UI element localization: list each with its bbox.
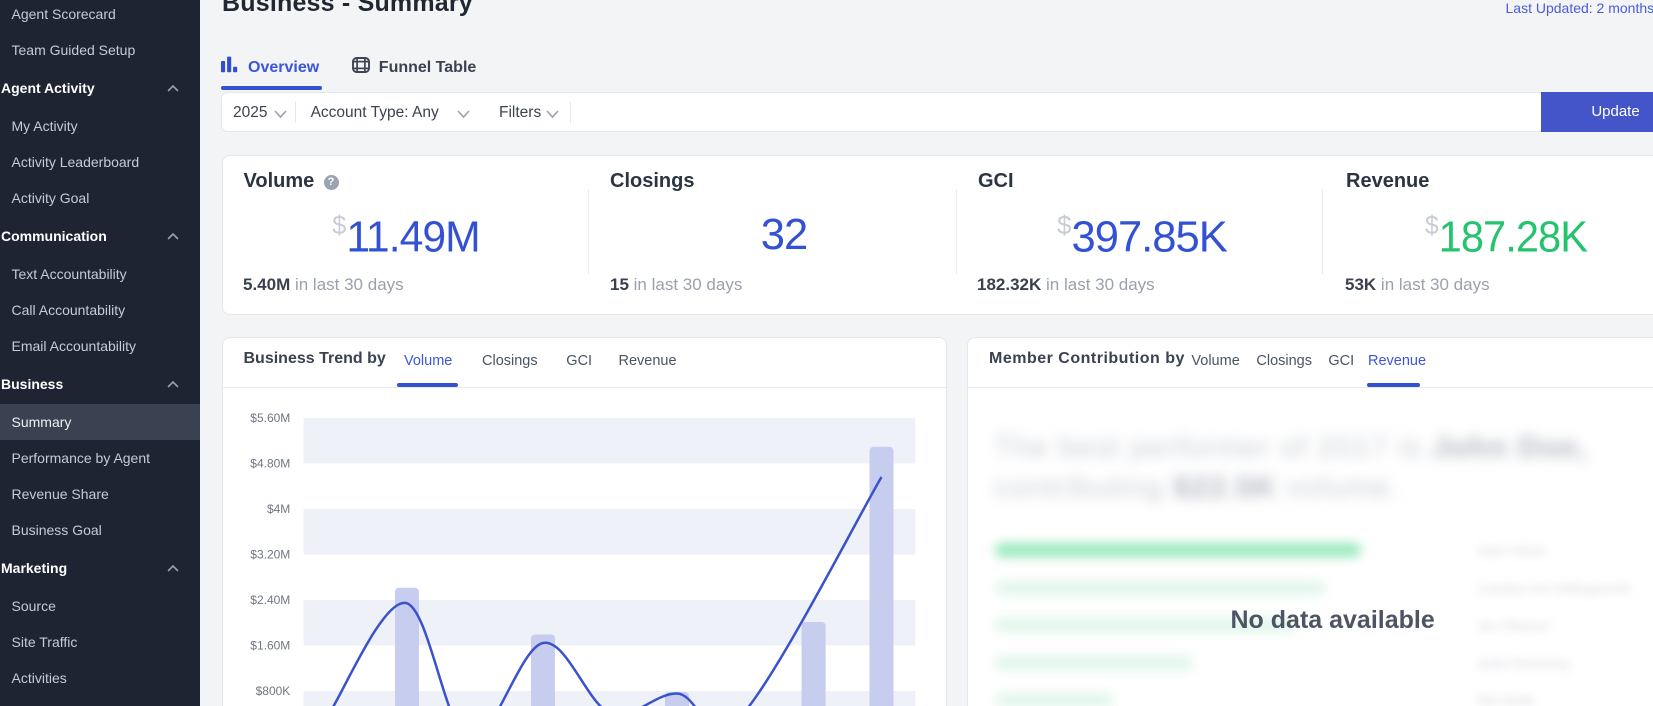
svg-text:$3.20M: $3.20M	[250, 548, 290, 562]
svg-text:$4.80M: $4.80M	[250, 457, 290, 471]
svg-text:$800K: $800K	[256, 684, 291, 698]
svg-text:$2.40M: $2.40M	[250, 593, 290, 607]
svg-text:$1.60M: $1.60M	[250, 639, 290, 653]
svg-text:$5.60M: $5.60M	[250, 411, 290, 425]
svg-text:$4M: $4M	[267, 502, 290, 516]
